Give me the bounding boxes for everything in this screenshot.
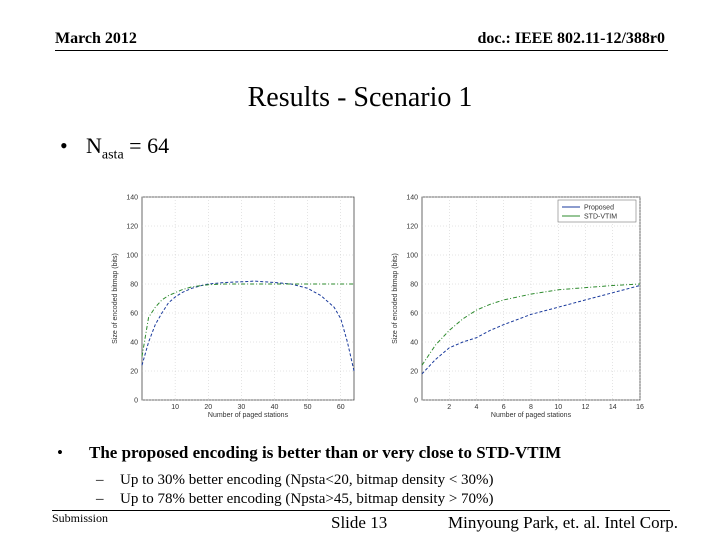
sub-bullet-1: – Up to 30% better encoding (Npsta<20, bi… — [96, 472, 494, 489]
y-tick-label: 40 — [410, 340, 418, 347]
x-tick-label: 6 — [502, 404, 506, 411]
nasta-value: = 64 — [123, 133, 170, 158]
sub-bullet-dash: – — [96, 472, 104, 488]
footer-slide-number: Slide 13 — [331, 513, 388, 532]
x-tick-label: 2 — [447, 404, 451, 411]
slide-title: Results - Scenario 1 — [247, 82, 473, 113]
y-tick-label: 140 — [126, 195, 138, 202]
y-tick-label: 120 — [126, 224, 138, 231]
chart-nasta64-full-range: 0 20 40 60 80 100 120 140 10 20 30 40 50 60 Number of … — [112, 195, 355, 419]
conclusion-text: The proposed encoding is better than or … — [89, 443, 562, 462]
series-line-proposed — [421, 285, 641, 375]
y-axis-label: Size of encoded bitmap (bits) — [112, 253, 119, 344]
footer-rule — [52, 510, 670, 511]
plot-area — [421, 196, 641, 401]
y-tick-label: 80 — [410, 282, 418, 289]
nasta-symbol: N — [86, 133, 102, 158]
bullet-dot: • — [60, 133, 68, 158]
x-tick-label: 14 — [609, 404, 617, 411]
x-tick-label: 30 — [237, 404, 245, 411]
y-tick-label: 100 — [406, 253, 418, 260]
footer-submission: Submission — [52, 511, 109, 525]
legend-label-std_vtim: STD-VTIM — [584, 214, 617, 221]
series-line-proposed — [141, 280, 355, 372]
y-tick-label: 40 — [130, 340, 138, 347]
sub-bullet-dash: – — [96, 491, 104, 507]
x-tick-label: 10 — [554, 404, 562, 411]
sub-bullet-text: Up to 78% better encoding (Npsta>45, bit… — [120, 491, 494, 507]
y-tick-label: 20 — [410, 369, 418, 376]
footer-author: Minyoung Park, et. al. Intel Corp. — [448, 513, 678, 532]
x-tick-label: 20 — [204, 404, 212, 411]
x-tick-label: 10 — [171, 404, 179, 411]
y-tick-label: 0 — [414, 398, 418, 405]
x-tick-label: 4 — [475, 404, 479, 411]
x-tick-label: 50 — [304, 404, 312, 411]
x-tick-label: 40 — [271, 404, 279, 411]
bullet-nasta: • Nasta = 64 — [60, 133, 169, 163]
y-tick-label: 120 — [406, 224, 418, 231]
series-line-std_vtim — [421, 283, 641, 366]
sub-bullet-text: Up to 30% better encoding (Npsta<20, bit… — [120, 472, 494, 488]
y-tick-label: 20 — [130, 369, 138, 376]
header-rule — [55, 50, 668, 51]
x-tick-label: 16 — [636, 404, 644, 411]
x-axis-label: Number of paged stations — [208, 412, 289, 419]
y-tick-label: 0 — [134, 398, 138, 405]
nasta-subscript: asta — [101, 147, 124, 163]
y-tick-label: 60 — [130, 311, 138, 318]
y-axis-label: Size of encoded bitmap (bits) — [392, 253, 399, 344]
plot-area — [141, 196, 355, 401]
x-tick-label: 12 — [582, 404, 590, 411]
bullet-dot: • — [57, 443, 63, 462]
y-tick-label: 100 — [126, 253, 138, 260]
header-date: March 2012 — [55, 30, 137, 47]
chart-nasta64-zoomed: 0 20 40 60 80 100 120 140 2 4 6 8 10 12 14 16 Number of … — [392, 195, 644, 420]
header-doc-id: doc.: IEEE 802.11-12/388r0 — [477, 30, 665, 47]
x-tick-label: 8 — [529, 404, 533, 411]
y-tick-label: 80 — [130, 282, 138, 289]
bullet-conclusion: • The proposed encoding is better than or… — [57, 443, 561, 463]
x-tick-label: 60 — [337, 404, 345, 411]
sub-bullet-2: – Up to 78% better encoding (Npsta>45, bi… — [96, 491, 494, 508]
legend-label-proposed: Proposed — [584, 205, 614, 212]
x-axis-label: Number of paged stations — [491, 412, 572, 419]
y-tick-label: 60 — [410, 311, 418, 318]
y-tick-label: 140 — [406, 195, 418, 202]
